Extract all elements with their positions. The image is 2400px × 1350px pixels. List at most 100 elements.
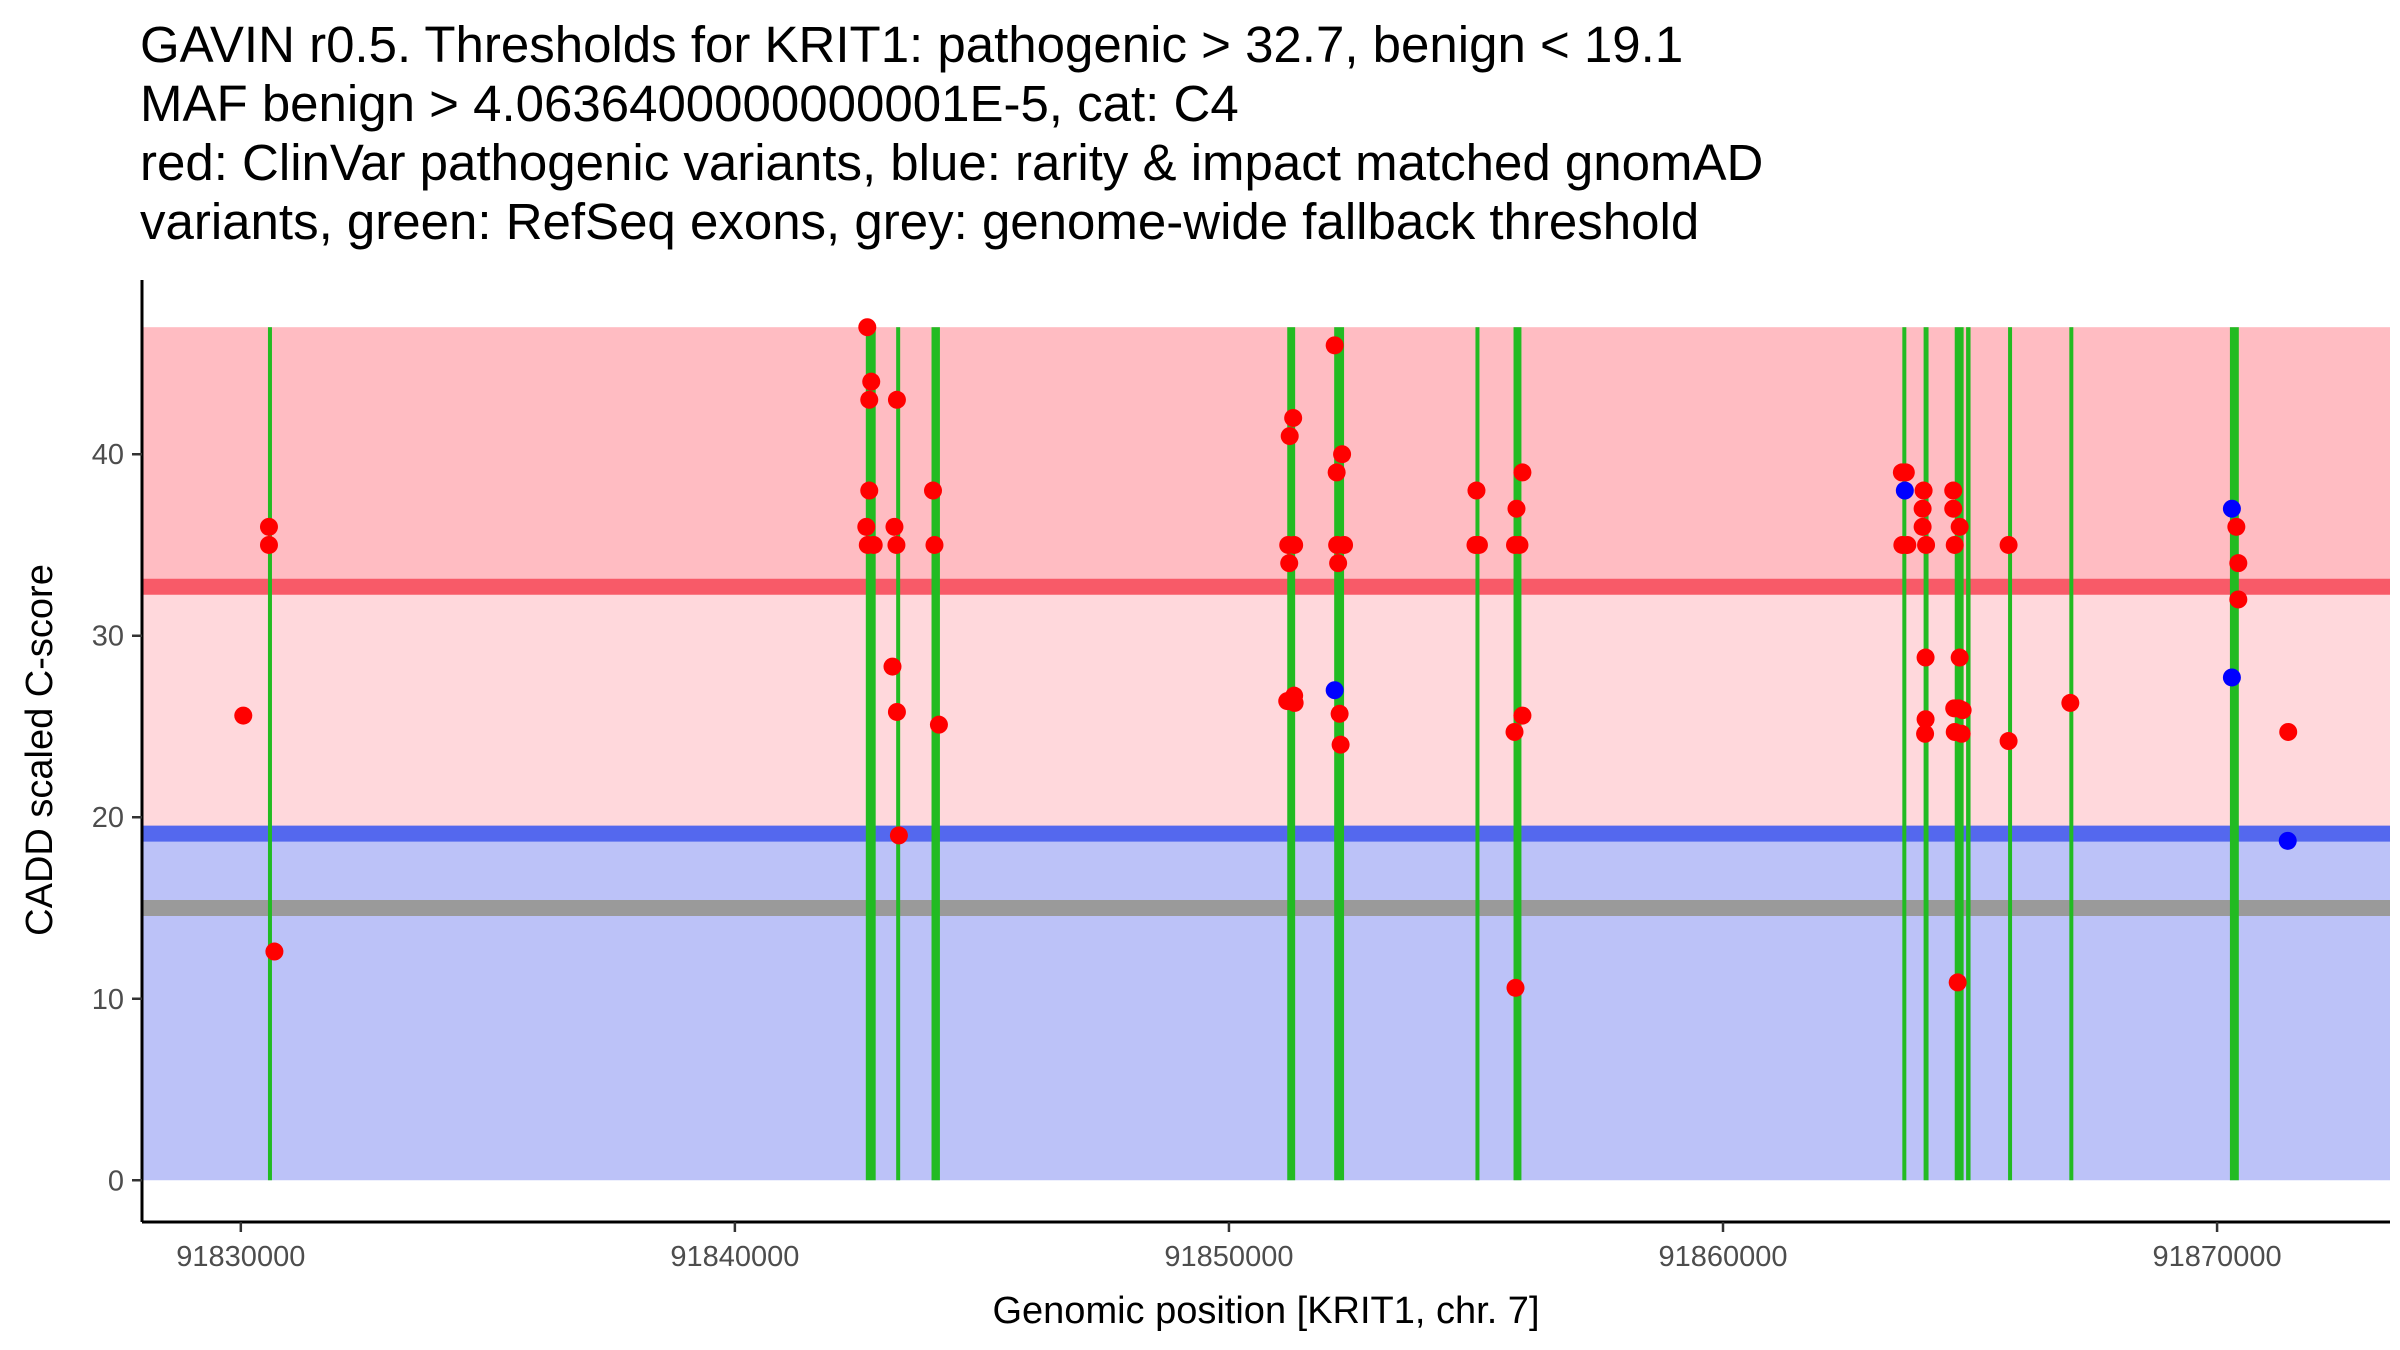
x-tick-label: 91830000 bbox=[176, 1241, 305, 1273]
exon-line bbox=[1923, 327, 1929, 1181]
clinvar-variant-point bbox=[234, 706, 253, 725]
clinvar-variant-point bbox=[887, 702, 906, 721]
clinvar-variant-point bbox=[259, 535, 278, 554]
clinvar-variant-point bbox=[1284, 408, 1303, 427]
title-line-3: red: ClinVar pathogenic variants, blue: … bbox=[140, 134, 1763, 191]
clinvar-variant-point bbox=[1917, 535, 1936, 554]
clinvar-variant-point bbox=[1944, 499, 1963, 518]
middle-zone bbox=[142, 586, 2390, 834]
clinvar-variant-point bbox=[1999, 732, 2018, 751]
clinvar-variant-point bbox=[1952, 724, 1971, 743]
clinvar-variant-point bbox=[1896, 463, 1915, 482]
clinvar-variant-point bbox=[1999, 535, 2018, 554]
clinvar-variant-point bbox=[1510, 535, 1529, 554]
benign-zone bbox=[142, 833, 2390, 1181]
clinvar-variant-point bbox=[1280, 427, 1299, 446]
exon-line bbox=[865, 327, 876, 1181]
clinvar-variant-point bbox=[1330, 704, 1349, 723]
exon-line bbox=[1334, 327, 1345, 1181]
clinvar-variant-point bbox=[1898, 535, 1917, 554]
exon-line bbox=[1513, 327, 1522, 1181]
clinvar-variant-point bbox=[862, 372, 881, 391]
pathogenic-zone bbox=[142, 327, 2390, 587]
clinvar-variant-point bbox=[1913, 499, 1932, 518]
clinvar-variant-point bbox=[1950, 648, 1969, 667]
gnomad-variant-point bbox=[2222, 499, 2241, 518]
clinvar-variant-point bbox=[1953, 701, 1972, 720]
clinvar-variant-point bbox=[1916, 710, 1935, 729]
clinvar-variant-point bbox=[2229, 554, 2248, 573]
gnomad-variant-point bbox=[1895, 481, 1914, 500]
clinvar-variant-point bbox=[1948, 973, 1967, 992]
y-tick-label: 30 bbox=[92, 621, 124, 653]
variant-points bbox=[234, 318, 2298, 997]
exon-lines bbox=[267, 327, 2239, 1181]
clinvar-variant-point bbox=[1513, 706, 1532, 725]
axes bbox=[140, 280, 2390, 1224]
exon-line bbox=[931, 327, 940, 1181]
x-tick-label: 91870000 bbox=[2153, 1241, 2282, 1273]
clinvar-variant-point bbox=[1913, 517, 1932, 536]
clinvar-variant-point bbox=[883, 657, 902, 676]
exon-line bbox=[1966, 327, 1971, 1181]
exon-line bbox=[896, 327, 901, 1181]
clinvar-variant-point bbox=[1467, 481, 1486, 500]
clinvar-variant-point bbox=[1914, 481, 1933, 500]
clinvar-variant-point bbox=[1916, 724, 1935, 743]
y-axis-title: CADD scaled C-score bbox=[19, 564, 61, 936]
clinvar-variant-point bbox=[1327, 463, 1346, 482]
exon-line bbox=[2008, 327, 2013, 1181]
clinvar-variant-point bbox=[1335, 535, 1354, 554]
clinvar-variant-point bbox=[1329, 554, 1348, 573]
clinvar-variant-point bbox=[259, 517, 278, 536]
clinvar-variant-point bbox=[860, 481, 879, 500]
gnomad-variant-point bbox=[2222, 668, 2241, 687]
exon-line bbox=[1902, 327, 1907, 1181]
clinvar-variant-point bbox=[1331, 735, 1350, 754]
title-line-2: MAF benign > 4.0636400000000001E-5, cat:… bbox=[140, 75, 1239, 132]
clinvar-variant-point bbox=[1325, 336, 1344, 355]
clinvar-variant-point bbox=[925, 535, 944, 554]
clinvar-variant-point bbox=[1285, 693, 1304, 712]
clinvar-variant-point bbox=[1469, 535, 1488, 554]
clinvar-variant-point bbox=[929, 715, 948, 734]
exon-line bbox=[2069, 327, 2074, 1181]
clinvar-variant-point bbox=[860, 390, 879, 409]
clinvar-variant-point bbox=[1513, 463, 1532, 482]
exon-line bbox=[1475, 327, 1480, 1181]
y-tick-label: 40 bbox=[92, 439, 124, 471]
exon-line bbox=[2229, 327, 2239, 1181]
gnomad-variant-point bbox=[2278, 831, 2297, 850]
clinvar-variant-point bbox=[2061, 693, 2080, 712]
clinvar-variant-point bbox=[887, 390, 906, 409]
exon-line bbox=[267, 327, 272, 1181]
clinvar-variant-point bbox=[1505, 722, 1524, 741]
x-axis-title: Genomic position [KRIT1, chr. 7] bbox=[992, 1290, 1539, 1332]
clinvar-variant-point bbox=[2229, 590, 2248, 609]
y-tick-label: 0 bbox=[108, 1165, 124, 1197]
clinvar-variant-point bbox=[1944, 481, 1963, 500]
clinvar-variant-point bbox=[1285, 535, 1304, 554]
clinvar-variant-point bbox=[885, 517, 904, 536]
clinvar-variant-point bbox=[887, 535, 906, 554]
gnomad-variant-point bbox=[1325, 681, 1344, 700]
clinvar-variant-point bbox=[2227, 517, 2246, 536]
clinvar-variant-point bbox=[1506, 978, 1525, 997]
clinvar-variant-point bbox=[1507, 499, 1526, 518]
clinvar-variant-point bbox=[1945, 535, 1964, 554]
y-tick-label: 20 bbox=[92, 802, 124, 834]
exon-line bbox=[1954, 327, 1964, 1181]
clinvar-variant-point bbox=[2279, 722, 2298, 741]
clinvar-variant-point bbox=[1280, 554, 1299, 573]
threshold-lines bbox=[142, 578, 2390, 916]
title-line-4: variants, green: RefSeq exons, grey: gen… bbox=[140, 193, 1699, 250]
x-tick-label: 91840000 bbox=[670, 1241, 799, 1273]
axis-ticks: 91830000 91840000 91850000 91860000 91870000… bbox=[92, 439, 2282, 1273]
clinvar-variant-point bbox=[1916, 648, 1935, 667]
clinvar-variant-point bbox=[1333, 445, 1352, 464]
y-tick-label: 10 bbox=[92, 984, 124, 1016]
clinvar-variant-point bbox=[864, 535, 883, 554]
clinvar-variant-point bbox=[265, 942, 284, 961]
clinvar-variant-point bbox=[857, 517, 876, 536]
